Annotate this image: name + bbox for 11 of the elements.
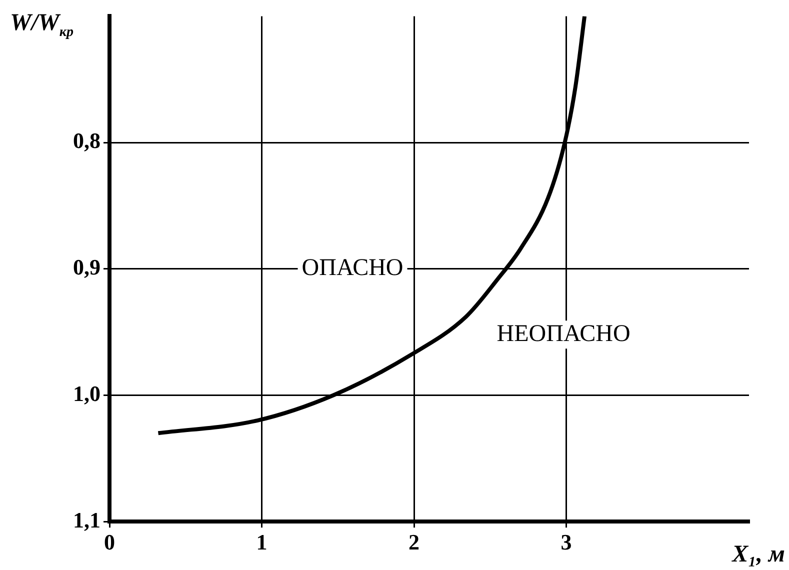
y-tick-label: 0,8 — [73, 128, 100, 154]
annotation: НЕОПАСНО — [496, 320, 630, 347]
annotation: ОПАСНО — [302, 255, 404, 282]
y-tick-label: 0,9 — [73, 254, 100, 280]
x-tick-label: 2 — [408, 529, 420, 554]
x-tick-label: 0 — [104, 529, 115, 554]
y-tick-label: 1,0 — [73, 380, 100, 406]
y-tick-label: 1,1 — [73, 507, 100, 532]
x-tick-label: 1 — [256, 529, 268, 554]
x-axis-title: X₁, м — [731, 542, 786, 568]
x-tick-label: 3 — [560, 529, 572, 554]
